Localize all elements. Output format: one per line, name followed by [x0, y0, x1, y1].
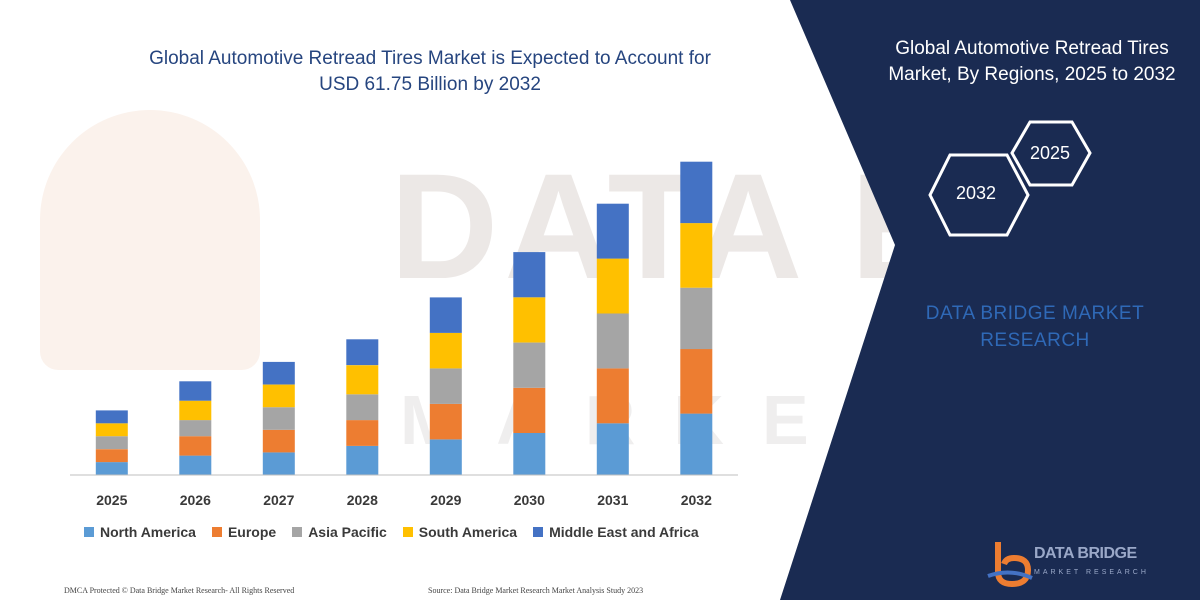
x-tick-label-2027: 2027 [263, 492, 294, 508]
bar-2030-north-america [513, 433, 546, 475]
legend-swatch-asia-pacific [292, 527, 303, 537]
bar-2032-south-america [680, 223, 713, 288]
bar-2029-europe [429, 403, 462, 440]
x-tick-label-2028: 2028 [347, 492, 378, 508]
bar-2025-middle-east-and-africa [95, 410, 128, 424]
bar-2027-south-america [262, 384, 295, 408]
x-tick-label-2026: 2026 [180, 492, 211, 508]
bars [95, 161, 713, 475]
chart-title-line-2: USD 61.75 Billion by 2032 [319, 74, 541, 95]
legend-item-north-america: North America [84, 524, 196, 540]
bar-2025-south-america [95, 423, 128, 437]
bar-2026-north-america [179, 455, 212, 475]
legend-label-middle-east-africa: Middle East and Africa [549, 524, 699, 540]
bar-2032-asia-pacific [680, 287, 713, 350]
bar-2026-asia-pacific [179, 420, 212, 437]
bar-2032-middle-east-and-africa [680, 161, 713, 224]
bar-2029-north-america [429, 439, 462, 475]
legend: North America Europe Asia Pacific South … [84, 524, 699, 540]
copyright-footnote: DMCA Protected © Data Bridge Market Rese… [64, 586, 295, 595]
legend-label-asia-pacific: Asia Pacific [308, 524, 387, 540]
bar-2026-south-america [179, 400, 212, 421]
bar-2027-europe [262, 429, 295, 453]
x-tick-label-2030: 2030 [514, 492, 545, 508]
bar-2027-asia-pacific [262, 407, 295, 430]
legend-item-south-america: South America [402, 524, 518, 540]
legend-label-north-america: North America [100, 524, 196, 540]
source-footnote: Source: Data Bridge Market Research Mark… [428, 586, 644, 595]
bar-2029-asia-pacific [429, 368, 462, 404]
bar-2031-north-america [596, 423, 629, 475]
bar-2028-middle-east-and-africa [346, 339, 379, 366]
bar-2031-middle-east-and-africa [596, 203, 629, 259]
bar-2031-europe [596, 368, 629, 424]
legend-item-middle-east-africa: Middle East and Africa [533, 524, 699, 540]
bar-2025-north-america [95, 462, 128, 475]
bar-2025-asia-pacific [95, 436, 128, 450]
x-tick-label-2031: 2031 [597, 492, 628, 508]
bar-2030-south-america [513, 297, 546, 343]
chart-title-line-1: Global Automotive Retread Tires Market i… [149, 48, 711, 69]
bar-2028-asia-pacific [346, 394, 379, 421]
bar-2027-north-america [262, 452, 295, 475]
bar-2031-south-america [596, 258, 629, 314]
bar-2026-middle-east-and-africa [179, 381, 212, 401]
legend-swatch-south-america [402, 527, 413, 537]
legend-swatch-europe [211, 527, 222, 537]
bar-2030-europe [513, 387, 546, 433]
legend-label-europe: Europe [227, 524, 277, 540]
legend-swatch-north-america [84, 527, 94, 537]
bar-2030-middle-east-and-africa [513, 252, 546, 298]
bar-2029-middle-east-and-africa [429, 297, 462, 333]
bar-2025-europe [95, 449, 128, 463]
legend-item-europe: Europe [211, 524, 277, 540]
bar-2027-middle-east-and-africa [262, 361, 295, 385]
bar-2032-north-america [680, 413, 713, 475]
x-tick-labels: 2025 2026 2027 2028 2029 2030 2031 2032 [96, 492, 712, 508]
bar-2026-europe [179, 436, 212, 456]
chart-title: Global Automotive Retread Tires Market i… [90, 46, 770, 98]
legend-label-south-america: South America [418, 524, 518, 540]
watermark-logo-shape [40, 110, 260, 370]
x-tick-label-2029: 2029 [430, 492, 461, 508]
x-tick-label-2025: 2025 [96, 492, 127, 508]
bar-2032-europe [680, 349, 713, 414]
bar-2028-south-america [346, 365, 379, 395]
legend-swatch-middle-east-africa [533, 527, 544, 537]
legend-item-asia-pacific: Asia Pacific [292, 524, 387, 540]
bar-2028-europe [346, 420, 379, 446]
bar-2031-asia-pacific [596, 313, 629, 369]
bar-2029-south-america [429, 332, 462, 369]
bar-2030-asia-pacific [513, 342, 546, 388]
x-tick-label-2032: 2032 [681, 492, 712, 508]
bar-2028-north-america [346, 445, 379, 475]
